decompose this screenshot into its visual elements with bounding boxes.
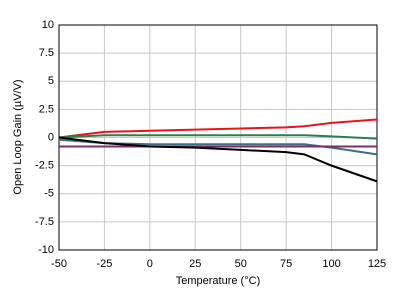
y-tick-label: 10 <box>42 19 54 31</box>
x-tick-label: 0 <box>147 258 153 270</box>
line <box>58 136 378 183</box>
x-axis-label: Temperature (°C) <box>176 275 260 287</box>
x-tick-label: 100 <box>322 258 340 270</box>
x-tick-label: 125 <box>368 258 386 270</box>
y-tick-label: 7.5 <box>39 47 54 59</box>
line <box>58 134 378 140</box>
line <box>58 118 378 139</box>
y-tick-label: 0 <box>48 131 54 143</box>
x-tick-label: -50 <box>51 258 67 270</box>
y-tick-label: -5 <box>44 188 54 200</box>
x-tick-label: 50 <box>235 258 247 270</box>
y-axis-label: Open Loop Gain (µV/V) <box>12 79 24 194</box>
y-tick-label: -2.5 <box>35 160 54 172</box>
y-tick-label: 2.5 <box>39 103 54 115</box>
x-tick-label: -25 <box>96 258 112 270</box>
y-tick-label: -10 <box>38 244 54 256</box>
y-tick-label: 5 <box>48 75 54 87</box>
y-tick-label: -7.5 <box>35 216 54 228</box>
x-tick-label: 75 <box>280 258 292 270</box>
x-tick-label: 25 <box>189 258 201 270</box>
